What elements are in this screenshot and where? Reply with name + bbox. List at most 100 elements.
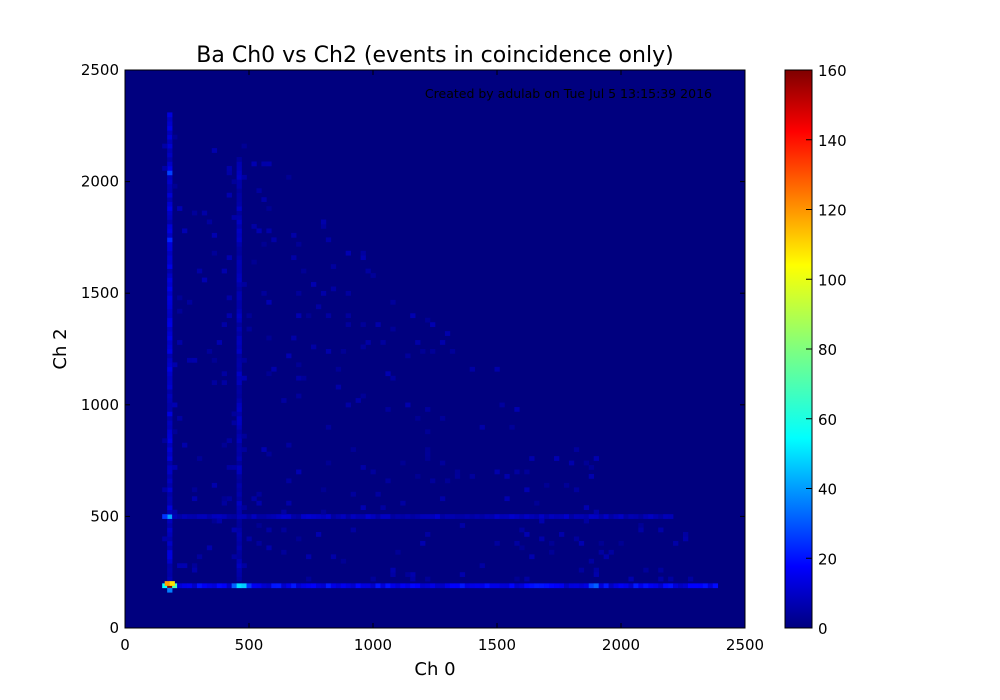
heatmap-cell: [623, 514, 629, 519]
heatmap-cell: [167, 139, 173, 144]
heatmap-cell: [618, 583, 624, 589]
heatmap-cell: [167, 362, 173, 368]
heatmap-cell: [236, 505, 242, 511]
heatmap-cell: [449, 349, 456, 354]
heatmap-cell: [236, 415, 242, 421]
heatmap-cell: [266, 527, 272, 533]
heatmap-cell: [658, 567, 664, 573]
heatmap-cell: [167, 407, 173, 412]
heatmap-cell: [554, 514, 560, 519]
heatmap-cell: [425, 407, 431, 412]
heatmap-cell: [514, 576, 520, 582]
heatmap-cell: [211, 148, 218, 153]
heatmap-cell: [167, 473, 173, 479]
heatmap-cell: [236, 451, 242, 457]
heatmap-cell: [529, 514, 535, 519]
heatmap-cell: [439, 583, 446, 589]
heatmap-cell: [598, 549, 604, 555]
heatmap-cell: [459, 572, 466, 577]
heatmap-cell: [172, 183, 178, 189]
heatmap-cell: [573, 583, 580, 589]
heatmap-cell: [390, 375, 396, 381]
heatmap-cell: [196, 456, 203, 461]
heatmap-cell: [226, 295, 232, 301]
heatmap-cell: [444, 583, 451, 589]
heatmap-cell: [539, 518, 545, 524]
heatmap-cell: [236, 420, 242, 426]
heatmap-cell: [286, 442, 292, 448]
heatmap-cell: [658, 527, 664, 533]
heatmap-cell: [167, 206, 173, 211]
heatmap-cell: [167, 442, 173, 448]
heatmap-cell: [236, 532, 242, 537]
heatmap-cell: [211, 518, 218, 524]
heatmap-cell: [167, 317, 173, 323]
heatmap-cell: [236, 299, 242, 305]
heatmap-cell: [380, 505, 386, 511]
heatmap-cell: [390, 583, 396, 589]
heatmap-cell: [191, 496, 198, 502]
heatmap-cell: [266, 451, 272, 457]
heatmap-cell: [385, 407, 391, 412]
heatmap-cell: [236, 264, 242, 269]
heatmap-cell: [360, 344, 366, 350]
heatmap-cell: [236, 210, 242, 216]
heatmap-cell: [236, 357, 242, 363]
heatmap-cell: [459, 523, 466, 528]
heatmap-cell: [167, 299, 173, 305]
heatmap-cell: [350, 491, 356, 497]
heatmap-cell: [167, 527, 173, 533]
heatmap-cell: [529, 554, 535, 560]
heatmap-cell: [236, 527, 242, 533]
heatmap-cell: [459, 514, 466, 519]
heatmap-cell: [167, 255, 173, 261]
heatmap-cell: [236, 197, 242, 202]
heatmap-cell: [191, 567, 198, 573]
heatmap-cell: [340, 349, 347, 354]
heatmap-cell: [588, 473, 595, 479]
heatmap-cell: [588, 514, 595, 519]
heatmap-cell: [216, 514, 223, 519]
heatmap-cell: [439, 415, 446, 421]
heatmap-cell: [286, 500, 292, 506]
heatmap-cell: [187, 299, 193, 305]
heatmap-cell: [315, 304, 322, 310]
heatmap-cell: [524, 487, 530, 493]
heatmap-cell: [167, 518, 173, 524]
x-tick-label: 2000: [602, 636, 640, 654]
heatmap-cell: [167, 241, 173, 247]
heatmap-cell: [167, 576, 173, 582]
heatmap-cell: [216, 518, 223, 524]
heatmap-cell: [201, 277, 208, 283]
heatmap-cell: [167, 567, 173, 573]
heatmap-cell: [236, 183, 242, 189]
heatmap-cell: [261, 290, 267, 296]
heatmap-cell: [226, 465, 232, 470]
heatmap-cell: [231, 527, 237, 533]
heatmap-cell: [266, 583, 272, 589]
heatmap-cell: [380, 514, 386, 519]
heatmap-cell: [330, 554, 337, 560]
heatmap-cell: [628, 576, 634, 582]
heatmap-cell: [603, 554, 609, 560]
heatmap-cell: [360, 393, 366, 399]
heatmap-cell: [167, 496, 173, 502]
heatmap-cell: [236, 518, 242, 524]
heatmap-cell: [162, 165, 168, 171]
heatmap-cell: [524, 532, 530, 537]
heatmap-cell: [167, 491, 173, 497]
heatmap-cell: [296, 583, 302, 589]
heatmap-cell: [370, 469, 376, 475]
heatmap-cell: [167, 487, 173, 493]
heatmap-cell: [514, 583, 520, 589]
heatmap-cell: [172, 402, 178, 408]
heatmap-cell: [246, 326, 252, 332]
heatmap-cell: [231, 514, 237, 519]
heatmap-cell: [191, 487, 198, 493]
heatmap-cell: [236, 433, 242, 439]
heatmap-cell: [296, 469, 302, 475]
heatmap-cell: [206, 514, 213, 519]
heatmap-cell: [405, 402, 411, 408]
heatmap-cell: [236, 188, 242, 194]
